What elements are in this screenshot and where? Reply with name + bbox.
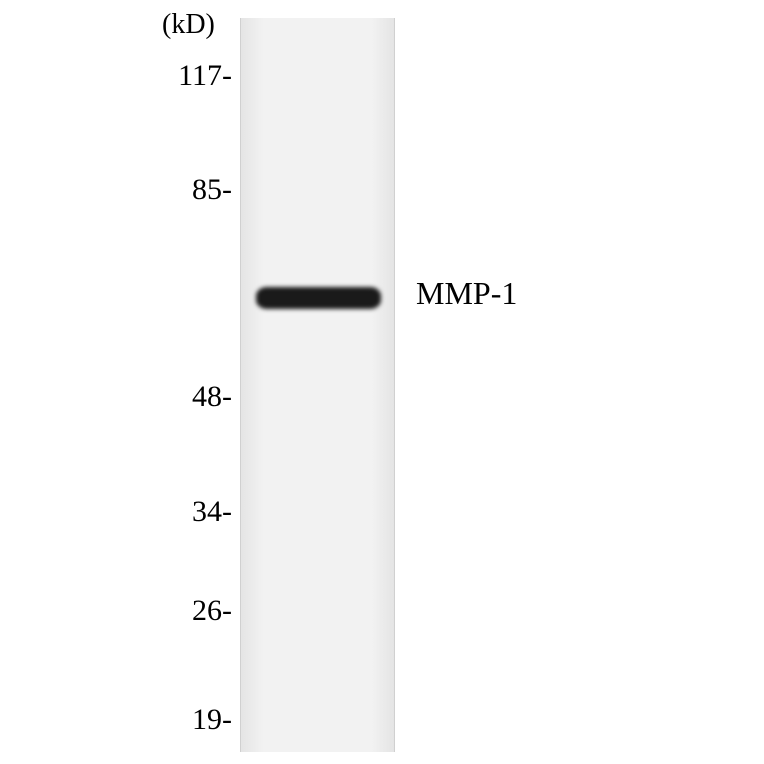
marker-label: 48- (192, 380, 232, 414)
lane-gradient (241, 18, 394, 752)
marker-label: 26- (192, 594, 232, 628)
marker-label: 34- (192, 495, 232, 529)
marker-label: 117- (178, 59, 232, 93)
band-label: MMP-1 (416, 275, 517, 312)
protein-band (256, 287, 381, 309)
unit-label: (kD) (162, 9, 215, 41)
blot-lane (240, 18, 395, 752)
marker-label: 19- (192, 703, 232, 737)
western-blot-container: (kD) 117- 85- 48- 34- 26- 19- MMP-1 (0, 0, 764, 764)
marker-label: 85- (192, 173, 232, 207)
